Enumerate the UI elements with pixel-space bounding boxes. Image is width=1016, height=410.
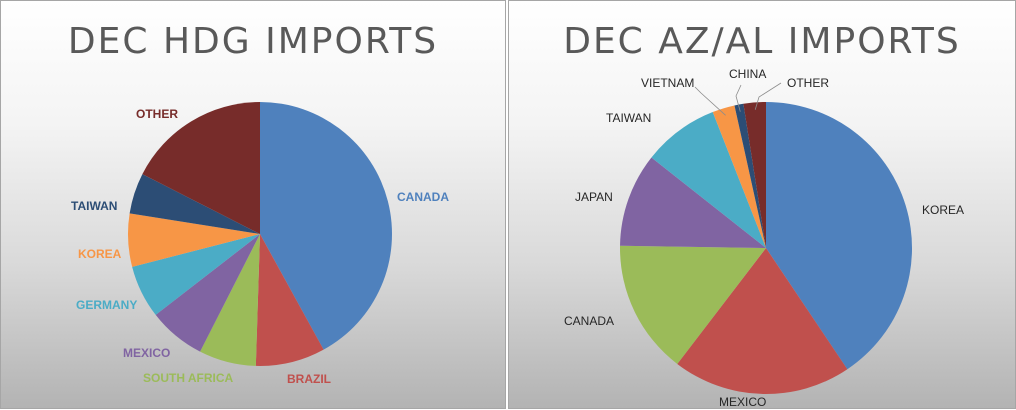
azal-chart-title: DEC AZ/AL IMPORTS (563, 21, 961, 62)
hdg-label-taiwan: TAIWAN (71, 199, 117, 213)
azal-label-taiwan: TAIWAN (606, 111, 651, 125)
hdg-slice-canada (260, 102, 392, 350)
hdg-label-other: OTHER (136, 107, 178, 121)
azal-slice-taiwan (651, 112, 766, 248)
azal-slice-korea (766, 102, 913, 370)
azal-label-china: CHINA (729, 67, 766, 81)
azal-slice-mexico (677, 248, 848, 395)
hdg-chart-title: DEC HDG IMPORTS (67, 21, 439, 62)
azal-label-other: OTHER (787, 76, 829, 90)
azal-label-japan: JAPAN (575, 190, 613, 204)
hdg-label-canada: CANADA (397, 190, 449, 204)
hdg-slice-brazil (255, 234, 324, 366)
azal-leader-other (754, 82, 782, 110)
hdg-label-south-africa: SOUTH AFRICA (143, 371, 234, 385)
azal-slice-china (734, 103, 766, 248)
azal-label-vietnam: VIETNAM (641, 76, 694, 90)
azal-slice-vietnam (712, 105, 766, 248)
hdg-slice-mexico (155, 234, 260, 352)
hdg-label-mexico: MEXICO (123, 346, 170, 360)
hdg-slice-south-africa (200, 234, 260, 366)
azal-pie-chart: KOREA MEXICO CANADA JAPAN TAIWAN VIETNAM CHINA… (564, 67, 964, 409)
azal-leader-china (735, 84, 742, 112)
hdg-slice-taiwan (129, 174, 260, 234)
hdg-slice-other (142, 102, 260, 234)
azal-label-canada: CANADA (564, 314, 614, 328)
azal-leader-vietnam (694, 86, 726, 116)
hdg-label-korea: KOREA (78, 247, 122, 261)
azal-imports-panel: DEC AZ/AL IMPORTS KOREA MEXICO CANADA JAPAN… (508, 0, 1016, 409)
azal-label-mexico: MEXICO (719, 395, 766, 409)
hdg-pie-chart: CANADA BRAZIL SOUTH AFRICA MEXICO GERMANY KOR… (71, 102, 449, 386)
azal-slice-canada (620, 245, 766, 364)
hdg-label-brazil: BRAZIL (287, 372, 331, 386)
hdg-slice-korea (128, 213, 260, 267)
hdg-slice-germany (132, 234, 260, 315)
azal-slice-other (743, 102, 766, 248)
azal-label-korea: KOREA (922, 203, 964, 217)
hdg-imports-panel: DEC HDG IMPORTS CANADA BRAZIL SOUTH AFRICA… (0, 0, 506, 409)
azal-slice-japan (620, 157, 766, 248)
hdg-label-germany: GERMANY (76, 298, 137, 312)
